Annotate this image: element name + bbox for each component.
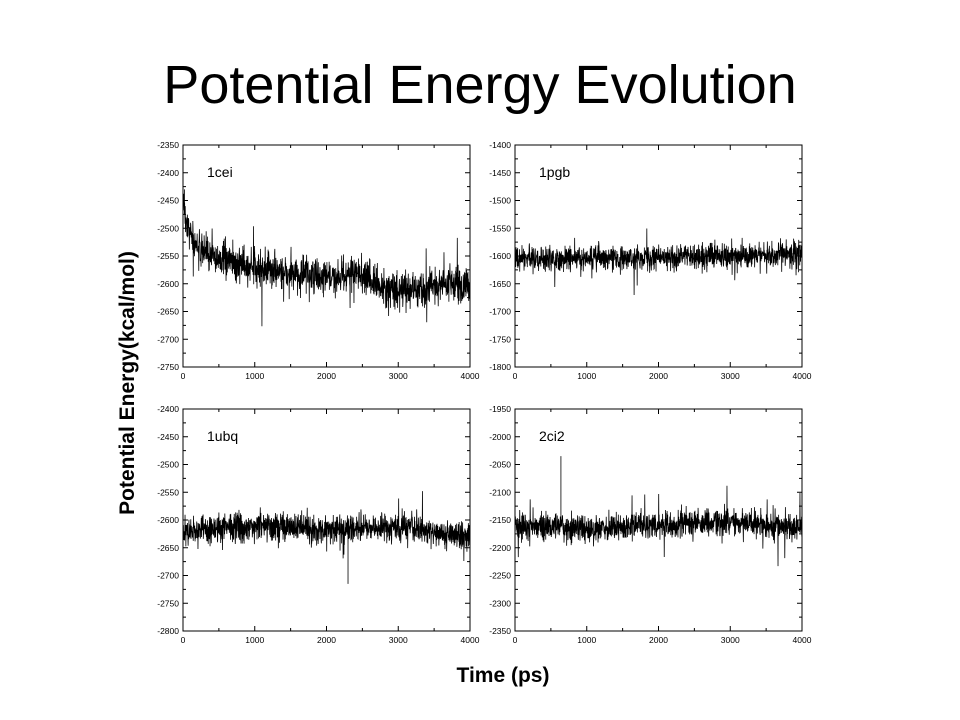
y-tick-label: -2700	[157, 571, 179, 581]
x-tick-label: 1000	[577, 635, 596, 645]
x-axis-label: Time (ps)	[456, 664, 550, 687]
x-tick-label: 2000	[317, 635, 336, 645]
y-tick-label: -2750	[157, 598, 179, 608]
x-tick-label: 4000	[793, 635, 812, 645]
y-tick-label: -2150	[489, 515, 511, 525]
y-tick-label: -2550	[157, 487, 179, 497]
chart-panel-1ubq: -2400 -2450 -2500 -2550 -2600 -2650 -2700 -2750…	[157, 404, 479, 645]
x-tick-label: 1000	[245, 635, 264, 645]
x-tick-label: 3000	[721, 635, 740, 645]
y-tick-label: -2000	[489, 432, 511, 442]
x-tick-label: 4000	[461, 635, 480, 645]
y-tick-label: -1800	[489, 362, 511, 372]
panel-label: 2ci2	[539, 428, 565, 444]
chart-panel-1cei: -2350 -2400 -2450 -2500 -2550 -2600 -2650 -2700…	[157, 140, 479, 381]
y-tick-label: -1950	[489, 404, 511, 414]
y-tick-label: -2400	[157, 168, 179, 178]
series-line-2ci2	[514, 456, 803, 567]
y-tick-label: -2600	[157, 515, 179, 525]
y-tick-label: -2400	[157, 404, 179, 414]
x-tick-label: 2000	[649, 635, 668, 645]
x-tick-label: 0	[181, 635, 186, 645]
y-tick-label: -1550	[489, 223, 511, 233]
chart-panel-2ci2: -1950 -2000 -2050 -2100 -2150 -2200 -2250 -2300…	[489, 404, 811, 645]
y-tick-label: -1450	[489, 168, 511, 178]
y-tick-label: -2250	[489, 571, 511, 581]
y-tick-label: -2100	[489, 487, 511, 497]
y-tick-label: -2600	[157, 279, 179, 289]
y-tick-label: -1600	[489, 251, 511, 261]
y-tick-label: -2700	[157, 334, 179, 344]
series-line-1ubq	[182, 491, 471, 584]
panel-label: 1cei	[207, 164, 233, 180]
y-tick-label: -1650	[489, 279, 511, 289]
slide-title: Potential Energy Evolution	[163, 55, 797, 115]
panel-label: 1ubq	[207, 428, 238, 444]
y-tick-label: -2300	[489, 598, 511, 608]
x-tick-label: 4000	[461, 371, 480, 381]
y-tick-label: -1500	[489, 196, 511, 206]
y-tick-label: -1750	[489, 334, 511, 344]
y-tick-label: -2750	[157, 362, 179, 372]
x-tick-label: 0	[513, 371, 518, 381]
y-tick-label: -2550	[157, 251, 179, 261]
series-line-1pgb	[514, 228, 803, 295]
y-tick-label: -2350	[157, 140, 179, 150]
y-tick-label: -2650	[157, 543, 179, 553]
y-tick-label: -2050	[489, 460, 511, 470]
y-tick-label: -1400	[489, 140, 511, 150]
y-tick-label: -2450	[157, 432, 179, 442]
y-tick-label: -2500	[157, 223, 179, 233]
panel-label: 1pgb	[539, 164, 570, 180]
y-tick-label: -2800	[157, 626, 179, 636]
x-tick-label: 0	[513, 635, 518, 645]
x-tick-label: 4000	[793, 371, 812, 381]
y-tick-label: -2450	[157, 196, 179, 206]
y-tick-label: -1700	[489, 307, 511, 317]
x-tick-label: 0	[181, 371, 186, 381]
y-tick-label: -2500	[157, 460, 179, 470]
x-tick-label: 3000	[721, 371, 740, 381]
x-tick-label: 1000	[577, 371, 596, 381]
y-tick-label: -2650	[157, 307, 179, 317]
x-tick-label: 3000	[389, 635, 408, 645]
x-tick-label: 3000	[389, 371, 408, 381]
y-tick-label: -2200	[489, 543, 511, 553]
x-tick-label: 2000	[317, 371, 336, 381]
y-tick-label: -2350	[489, 626, 511, 636]
x-tick-label: 1000	[245, 371, 264, 381]
series-line-1cei	[182, 189, 471, 327]
x-tick-label: 2000	[649, 371, 668, 381]
chart-panel-1pgb: -1400 -1450 -1500 -1550 -1600 -1650 -1700 -1750…	[489, 140, 811, 381]
